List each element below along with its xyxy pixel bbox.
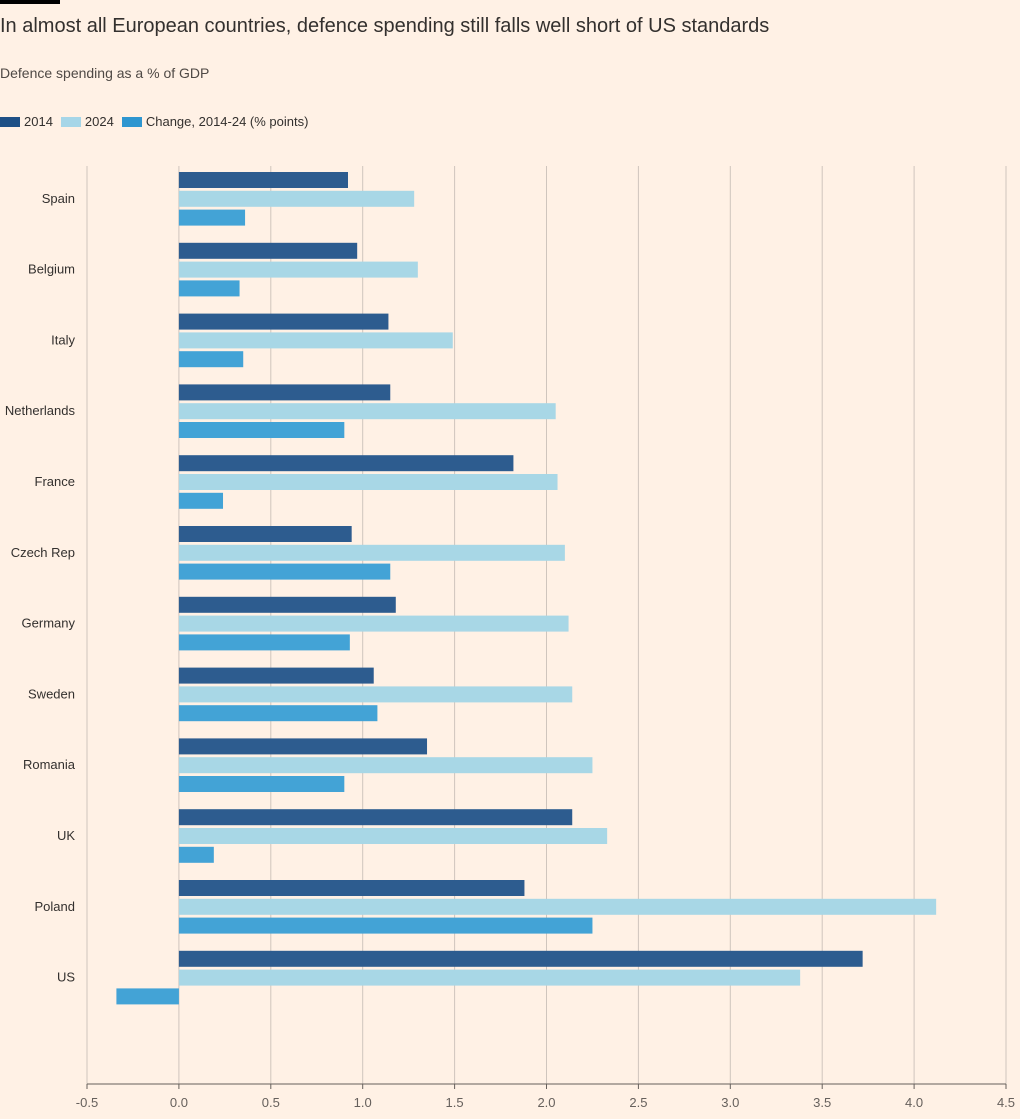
bar — [178, 422, 345, 438]
legend-label-2024: 2024 — [84, 114, 114, 129]
bar — [178, 474, 558, 490]
bar — [178, 667, 374, 684]
brand-bar — [0, 0, 60, 4]
chart-subtitle: Defence spending as a % of GDP — [0, 65, 210, 81]
bar — [178, 384, 391, 401]
x-tick-label: 1.0 — [354, 1095, 372, 1110]
category-label: France — [35, 474, 75, 489]
category-label: Czech Rep — [11, 545, 75, 560]
category-labels: Spain Belgium Italy Netherlands France Czech … — [5, 191, 76, 985]
bar — [178, 544, 565, 561]
legend-item-2024: 2024 — [60, 114, 114, 129]
x-tick-label: 2.5 — [629, 1095, 647, 1110]
x-tick-label: 0.0 — [170, 1095, 188, 1110]
bar — [178, 261, 418, 278]
x-tick-label: 3.0 — [721, 1095, 739, 1110]
category-label: Poland — [35, 899, 75, 914]
legend-label-2014: 2014 — [24, 114, 53, 129]
bar — [178, 563, 391, 580]
bars — [116, 172, 937, 1005]
bar-chart: Spain Belgium Italy Netherlands France Czech … — [5, 166, 1015, 1110]
x-tick-label: 1.5 — [446, 1095, 464, 1110]
bar — [178, 615, 569, 632]
category-label: US — [57, 970, 75, 985]
bar — [178, 686, 573, 703]
bar — [178, 705, 378, 722]
x-axis: -0.5 0.0 0.5 1.0 1.5 2.0 2.5 3.0 3.5 4.0 4.5 — [76, 1083, 1015, 1110]
legend-swatch-2014 — [0, 116, 20, 127]
x-tick-label: 3.5 — [813, 1095, 831, 1110]
bar — [178, 828, 608, 844]
legend-label-change: Change, 2014-24 (% points) — [145, 114, 309, 129]
legend-swatch-change — [121, 116, 142, 127]
bar — [178, 492, 224, 509]
bar — [178, 526, 352, 542]
category-label: Belgium — [28, 262, 75, 277]
bar — [178, 242, 358, 259]
x-tick-label: 2.0 — [537, 1095, 555, 1110]
category-label: Romania — [23, 757, 76, 772]
bar — [178, 776, 345, 792]
category-label: UK — [57, 828, 75, 843]
bar — [178, 846, 214, 863]
legend-swatch-2024 — [60, 116, 81, 127]
category-label: Italy — [51, 332, 75, 347]
legend-item-2014: 2014 — [0, 114, 53, 129]
bar — [178, 209, 246, 226]
bar — [178, 172, 348, 188]
bar — [178, 738, 428, 755]
bar — [178, 596, 396, 613]
bar — [178, 332, 453, 349]
bar — [178, 455, 514, 472]
category-label: Sweden — [28, 686, 75, 701]
bar — [178, 351, 244, 368]
bar — [178, 280, 240, 297]
bar — [178, 917, 593, 934]
x-tick-label: 0.5 — [262, 1095, 280, 1110]
legend-item-change: Change, 2014-24 (% points) — [121, 114, 309, 129]
bar — [178, 898, 937, 915]
x-tick-label: -0.5 — [76, 1095, 98, 1110]
bar — [116, 988, 179, 1005]
chart-title: In almost all European countries, defenc… — [0, 15, 770, 37]
bar — [178, 757, 593, 774]
bar — [178, 190, 415, 207]
bar — [178, 950, 863, 967]
bar — [178, 403, 556, 420]
x-tick-label: 4.5 — [997, 1095, 1015, 1110]
bar — [178, 809, 573, 826]
category-label: Spain — [42, 191, 75, 206]
bar — [178, 313, 389, 330]
category-label: Germany — [22, 616, 76, 631]
bar — [178, 969, 801, 986]
bar — [178, 880, 525, 896]
category-label: Netherlands — [5, 403, 76, 418]
bar — [178, 634, 350, 651]
legend: 2014 2024 Change, 2014-24 (% points) — [0, 114, 316, 129]
x-tick-label: 4.0 — [905, 1095, 923, 1110]
